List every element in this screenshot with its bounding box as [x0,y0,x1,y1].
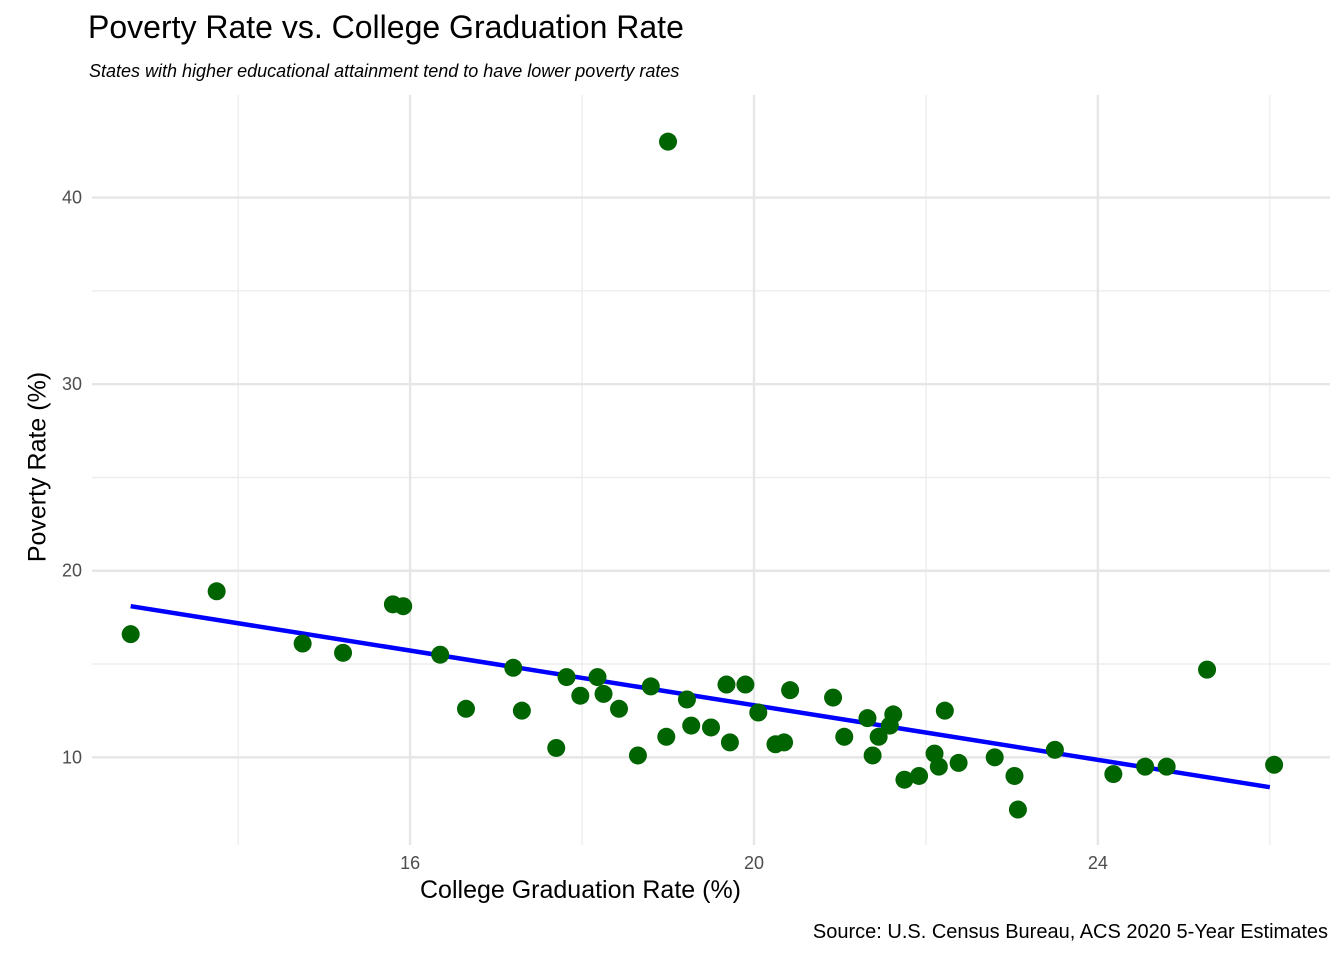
data-point [775,733,794,752]
data-point [929,757,948,776]
data-point [1198,660,1217,679]
data-point [547,738,566,757]
trend-line-layer [130,603,1271,790]
data-point [641,677,660,696]
x-tick-label: 24 [1088,853,1108,873]
data-point [682,716,701,735]
y-tick-label: 20 [62,561,82,581]
data-point [207,582,226,601]
data-point [781,681,800,700]
data-point [1008,800,1027,819]
data-point [858,709,877,728]
data-point [985,748,1004,767]
data-point [1136,757,1155,776]
y-axis-title: Poverty Rate (%) [23,371,52,563]
data-point [557,668,576,687]
trend-line [130,603,1271,790]
data-point [720,733,739,752]
y-tick-label: 40 [62,188,82,208]
data-point [657,727,676,746]
data-point [456,699,475,718]
y-tick-label: 30 [62,374,82,394]
data-point [594,684,613,703]
data-point [610,699,629,718]
data-point [504,658,523,677]
data-point [628,746,647,765]
chart-title: Poverty Rate vs. College Graduation Rate [88,9,684,45]
data-point [869,727,888,746]
data-point [884,705,903,724]
x-tick-label: 16 [400,853,420,873]
chart-caption: Source: U.S. Census Bureau, ACS 2020 5-Y… [812,921,1328,943]
data-point [910,766,929,785]
data-point [571,686,590,705]
data-point [1104,765,1123,784]
data-point [431,645,450,664]
data-point [949,753,968,772]
data-point [334,643,353,662]
data-point [1045,740,1064,759]
chart-subtitle: States with higher educational attainmen… [89,61,680,81]
data-point [895,770,914,789]
data-point [702,718,720,737]
minor-gridlines [92,95,1330,845]
data-point [824,688,843,707]
data-point [1005,766,1024,785]
data-point [677,690,696,709]
y-tick-label: 10 [62,747,82,767]
x-axis-title: College Graduation Rate (%) [420,876,741,904]
data-point [588,668,607,687]
data-point [512,701,531,720]
data-point [835,727,854,746]
data-points [121,132,1284,819]
data-point [935,701,954,720]
data-point [659,132,678,151]
data-point [717,675,736,694]
data-point [293,634,312,653]
data-point [749,703,768,722]
tick-labels: 16 20 24 10 20 30 40 [62,188,1108,873]
data-point [1265,755,1284,774]
data-point [1157,757,1176,776]
data-point [736,675,755,694]
data-point [121,625,140,644]
data-point [394,597,413,616]
data-point [863,746,882,765]
x-tick-label: 20 [744,853,764,873]
